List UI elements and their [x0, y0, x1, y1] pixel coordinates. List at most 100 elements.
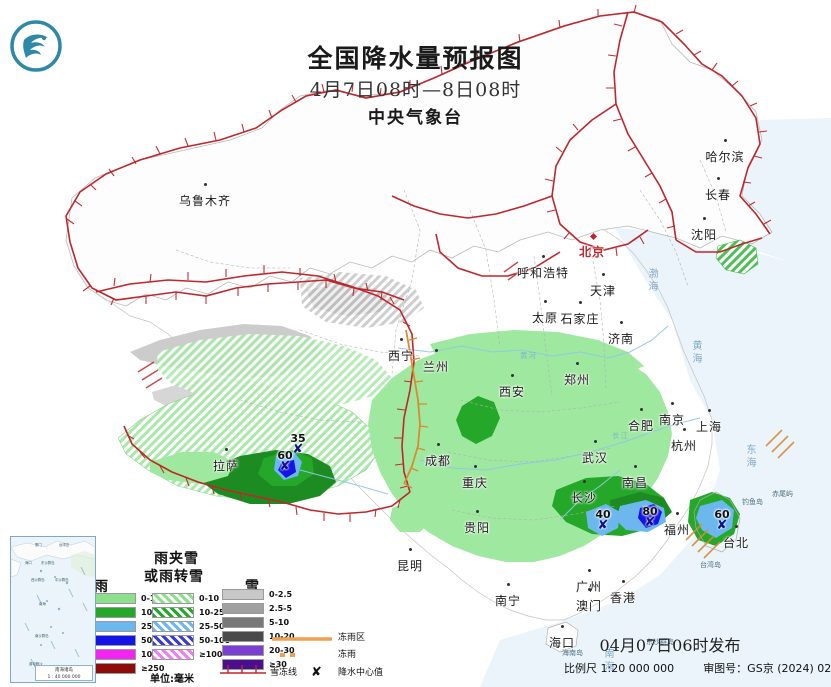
legend-row: 25-50 — [152, 620, 230, 633]
legend-label: 25-50 — [199, 621, 225, 631]
legend-column-mixed: 0-10 10-25 25-50 50-100 ≥100 — [152, 592, 230, 662]
city-marker-lanzhou — [435, 349, 438, 352]
legend-swatch — [94, 592, 136, 604]
legend-header-mixed-line2: 或雨转雪 — [144, 569, 204, 585]
city-label-zhengzhou: 郑州 — [564, 373, 591, 387]
city-marker-xining — [400, 338, 403, 341]
legend-label: 10-20 — [269, 631, 295, 641]
svg-text:✘: ✘ — [311, 665, 322, 678]
city-label-lasa: 拉萨 — [213, 459, 240, 473]
city-label-hangzhou: 杭州 — [671, 439, 698, 453]
city-marker-aomen — [588, 588, 591, 591]
city-marker-nanning — [507, 583, 510, 586]
legend-label: 50-100 — [199, 635, 231, 645]
south-china-sea-inset: 厦门 台湾岛 海口 东沙群岛 西沙群岛 中沙群岛 南海 南沙群岛 曾母暗沙 南海诸岛 … — [10, 536, 96, 683]
city-label-tianjin: 天津 — [590, 284, 617, 298]
national-border — [65, 11, 771, 515]
city-marker-shijiazhuang — [579, 301, 582, 304]
footer-line: 比例尺 1:20 000 000 审图号：GS京 (2024) 0236号 — [564, 660, 831, 676]
city-marker-tianjin — [602, 273, 605, 276]
legend-header-rain: 雨 — [94, 579, 109, 595]
city-label-wulumuqi: 乌鲁木齐 — [179, 194, 232, 208]
legend-label: 0-10 — [141, 594, 161, 603]
city-label-changchun: 长春 — [705, 188, 732, 202]
precip-center-x-icon: ✘ — [292, 442, 304, 457]
scale-label: 比例尺 1:20 000 000 — [564, 662, 675, 675]
city-label-haerbin: 哈尔滨 — [705, 150, 745, 164]
city-label-chongqing: 重庆 — [462, 476, 489, 490]
city-marker-fuzhou — [676, 512, 679, 515]
precip-center-taiwan-60: 60 ✘ — [711, 509, 733, 532]
city-label-xianggang: 香港 — [610, 591, 637, 605]
city-label-shijiazhuang: 石家庄 — [560, 312, 600, 326]
svg-text:西沙群岛: 西沙群岛 — [31, 577, 45, 582]
legend-swatch — [222, 588, 264, 600]
precip-center-value: 40 — [595, 508, 611, 521]
precip-center-x-icon: ✘ — [644, 515, 656, 530]
legend-column-snow: 0-2.5 2.5-5 5-10 10-20 20-30 ≥30 — [222, 588, 295, 672]
city-label-guangzhou: 广州 — [576, 580, 603, 594]
legend-label-snowline: 雪冻线 — [270, 668, 298, 678]
legend-header-mixed-line1: 雨夹雪 — [154, 551, 199, 567]
city-label-taibei: 台北 — [723, 536, 750, 550]
legend-label: ≥250 — [141, 663, 165, 673]
legend-swatch — [152, 634, 194, 646]
city-label-xian: 西安 — [499, 385, 526, 399]
legend-row: 10-20 — [222, 630, 295, 643]
precip-center-fujian-80: 80 ✘ — [639, 506, 661, 529]
city-label-taiyuan: 太原 — [532, 311, 559, 325]
island-label-isle-diaoyu: 钓鱼岛 — [742, 498, 763, 506]
city-label-xining: 西宁 — [388, 349, 415, 363]
city-marker-chongqing — [474, 465, 477, 468]
precip-center-x-icon: ✘ — [716, 518, 728, 533]
legend-label: 2.5-5 — [269, 603, 293, 613]
legend-row: 5-10 — [222, 616, 295, 629]
city-marker-xianggang — [622, 580, 625, 583]
legend-swatch — [152, 606, 194, 618]
legend-label: ≥30 — [269, 659, 287, 669]
city-label-beijing: 北京 — [579, 245, 606, 259]
river-label-river-huanghe: 黄河 — [520, 351, 537, 360]
legend-label: 20-30 — [269, 645, 295, 655]
sea-label-sea-donghai: 东海 — [744, 444, 755, 470]
city-label-jinan: 济南 — [608, 332, 635, 346]
city-marker-chengdu — [437, 443, 440, 446]
city-marker-nanchang — [634, 465, 637, 468]
freezing-rain-line — [403, 329, 421, 485]
city-label-huhehaote: 呼和浩特 — [517, 266, 570, 280]
legend-swatch — [94, 662, 136, 674]
svg-text:东沙群岛: 东沙群岛 — [41, 560, 55, 565]
city-label-nanning: 南宁 — [495, 594, 522, 608]
legend-swatch — [152, 592, 194, 604]
city-label-nanjing: 南京 — [659, 413, 686, 427]
issue-time: 04月07日06时发布 — [599, 636, 741, 655]
inset-scale: 南海诸岛 1 : 40 000 000 — [35, 665, 93, 681]
legend-swatch — [152, 648, 194, 660]
legend-swatch — [222, 644, 264, 656]
precip-center-value: 60 — [714, 508, 730, 521]
city-marker-hangzhou — [683, 428, 686, 431]
city-marker-changchun — [717, 177, 720, 180]
city-marker-taiyuan — [544, 300, 547, 303]
city-marker-shanghai — [708, 409, 711, 412]
legend-label-freezing-rain: 冻雨 — [338, 650, 357, 660]
approval-number: 审图号：GS京 (2024) 0236号 — [703, 662, 831, 675]
city-marker-xian — [511, 374, 514, 377]
legend-row: 0-2.5 — [222, 588, 295, 601]
city-label-kunming: 昆明 — [397, 559, 424, 573]
legend-label: 0-10 — [199, 593, 220, 603]
legend-row: 0-10 — [152, 592, 230, 605]
sea-label-sea-nanhai: 南海 — [602, 648, 613, 674]
city-marker-huhehaote — [542, 255, 545, 258]
city-label-hefei: 合肥 — [628, 419, 655, 433]
city-marker-shenyang — [703, 217, 706, 220]
island-label-isle-chiwei: 赤尾屿 — [772, 490, 793, 498]
city-marker-lasa — [225, 448, 228, 451]
precip-center-value: 35 — [290, 432, 306, 445]
city-marker-guangzhou — [588, 569, 591, 572]
svg-text:曾母暗沙: 曾母暗沙 — [29, 661, 43, 666]
island-label-isle-hainan: 海南岛 — [562, 649, 583, 657]
precip-center-tibet-35: 35 ✘ — [287, 433, 309, 456]
